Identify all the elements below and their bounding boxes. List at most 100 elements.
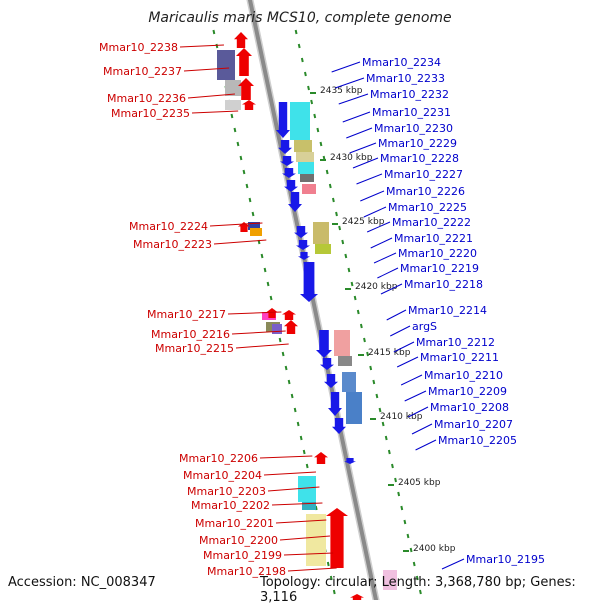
right-tick-track <box>313 113 317 119</box>
reverse-gene-arrow <box>284 180 298 192</box>
reverse-gene-arrow <box>298 252 310 260</box>
right-leader-line <box>331 61 361 73</box>
right-leader-line <box>349 142 377 154</box>
gene-block <box>296 152 314 162</box>
right-tick-track <box>353 295 357 301</box>
right-leader-line <box>441 558 465 570</box>
kbp-label: 2405 kbp <box>398 478 441 488</box>
kbp-label: 2420 kbp <box>355 282 398 292</box>
right-gene-label: Mmar10_2210 <box>424 369 503 382</box>
left-gene-label: Mmar10_2223 <box>133 238 212 251</box>
gene-block <box>290 102 310 140</box>
right-leader-line <box>415 439 437 451</box>
right-tick-track <box>369 365 373 371</box>
left-tick-track <box>281 351 285 357</box>
reverse-gene-arrow <box>294 226 308 238</box>
gene-block <box>346 392 362 424</box>
forward-gene-arrow <box>282 310 296 320</box>
right-leader-line <box>370 237 393 249</box>
right-gene-label: Mmar10_2208 <box>430 401 509 414</box>
reverse-gene-arrow <box>320 358 334 370</box>
right-tick-track <box>409 547 413 553</box>
right-tick-track <box>325 169 329 175</box>
right-leader-line <box>373 252 397 264</box>
right-gene-label: Mmar10_2212 <box>416 336 495 349</box>
right-gene-label: Mmar10_2205 <box>438 434 517 447</box>
left-tick-track <box>329 575 333 581</box>
kbp-label: 2435 kbp <box>320 86 363 96</box>
forward-gene-arrow <box>234 32 248 48</box>
left-leader-line <box>183 67 230 72</box>
left-gene-label: Mmar10_2224 <box>129 220 208 233</box>
reverse-gene-arrow <box>276 102 290 138</box>
right-tick-track <box>338 225 342 231</box>
right-tick-track <box>319 141 323 147</box>
left-gene-label: Mmar10_2216 <box>151 328 230 341</box>
gene-block <box>298 476 316 502</box>
right-tick-track <box>366 351 370 357</box>
left-tick-track <box>248 197 252 203</box>
gene-block <box>342 372 356 392</box>
left-gene-label: Mmar10_2235 <box>111 107 190 120</box>
right-tick-track <box>350 281 354 287</box>
reverse-gene-arrow <box>288 192 302 212</box>
left-leader-line <box>227 311 282 315</box>
right-leader-line <box>411 423 433 435</box>
left-leader-line <box>179 44 224 48</box>
right-tick-track <box>359 323 363 329</box>
left-tick-track <box>269 295 273 301</box>
left-gene-label: Mmar10_2206 <box>179 452 258 465</box>
gene-block <box>306 514 326 566</box>
left-leader-line <box>213 239 267 245</box>
kbp-label: 2410 kbp <box>380 412 423 422</box>
right-leader-line <box>377 267 399 279</box>
right-leader-line <box>360 190 385 202</box>
right-gene-label: Mmar10_2209 <box>428 385 507 398</box>
right-leader-line <box>363 206 387 218</box>
left-leader-line <box>267 486 320 492</box>
left-tick-track <box>239 155 243 161</box>
right-gene-label: Mmar10_2233 <box>366 72 445 85</box>
right-tick-track <box>384 435 388 441</box>
forward-gene-arrow <box>242 100 256 110</box>
right-gene-label: Mmar10_2222 <box>392 216 471 229</box>
right-gene-label: Mmar10_2219 <box>400 262 479 275</box>
right-leader-line <box>404 390 427 402</box>
reverse-gene-arrow <box>324 374 338 388</box>
gene-block <box>217 50 235 80</box>
right-leader-line <box>338 93 369 105</box>
right-gene-label: Mmar10_2211 <box>420 351 499 364</box>
left-tick-track <box>260 253 264 259</box>
left-gene-label: Mmar10_2201 <box>195 517 274 530</box>
left-tick-track <box>263 267 267 273</box>
right-leader-line <box>393 341 415 353</box>
left-leader-line <box>191 110 239 114</box>
left-gene-label: Mmar10_2215 <box>155 342 234 355</box>
right-leader-line <box>356 173 383 185</box>
right-tick-track <box>400 505 404 511</box>
left-tick-track <box>290 393 294 399</box>
left-tick-track <box>278 337 282 343</box>
right-tick-track <box>316 127 320 133</box>
left-tick-track <box>230 113 234 119</box>
right-leader-line <box>400 374 423 386</box>
kbp-label: 2425 kbp <box>342 217 385 227</box>
gene-block <box>250 228 262 236</box>
right-gene-label: Mmar10_2228 <box>380 152 459 165</box>
kbp-label: 2430 kbp <box>330 153 373 163</box>
right-tick-track <box>300 57 304 63</box>
right-leader-line <box>390 325 411 337</box>
right-tick-track <box>403 519 407 525</box>
left-tick-track <box>299 435 303 441</box>
kbp-label: 2415 kbp <box>368 348 411 358</box>
right-tick-track <box>328 183 332 189</box>
right-gene-label: Mmar10_2214 <box>408 304 487 317</box>
left-gene-label: Mmar10_2202 <box>191 499 270 512</box>
left-leader-line <box>283 552 334 556</box>
gene-block <box>302 502 316 510</box>
gene-block <box>298 162 314 174</box>
left-tick-track <box>284 365 288 371</box>
right-gene-label: Mmar10_2234 <box>362 56 441 69</box>
left-leader-line <box>231 330 286 335</box>
